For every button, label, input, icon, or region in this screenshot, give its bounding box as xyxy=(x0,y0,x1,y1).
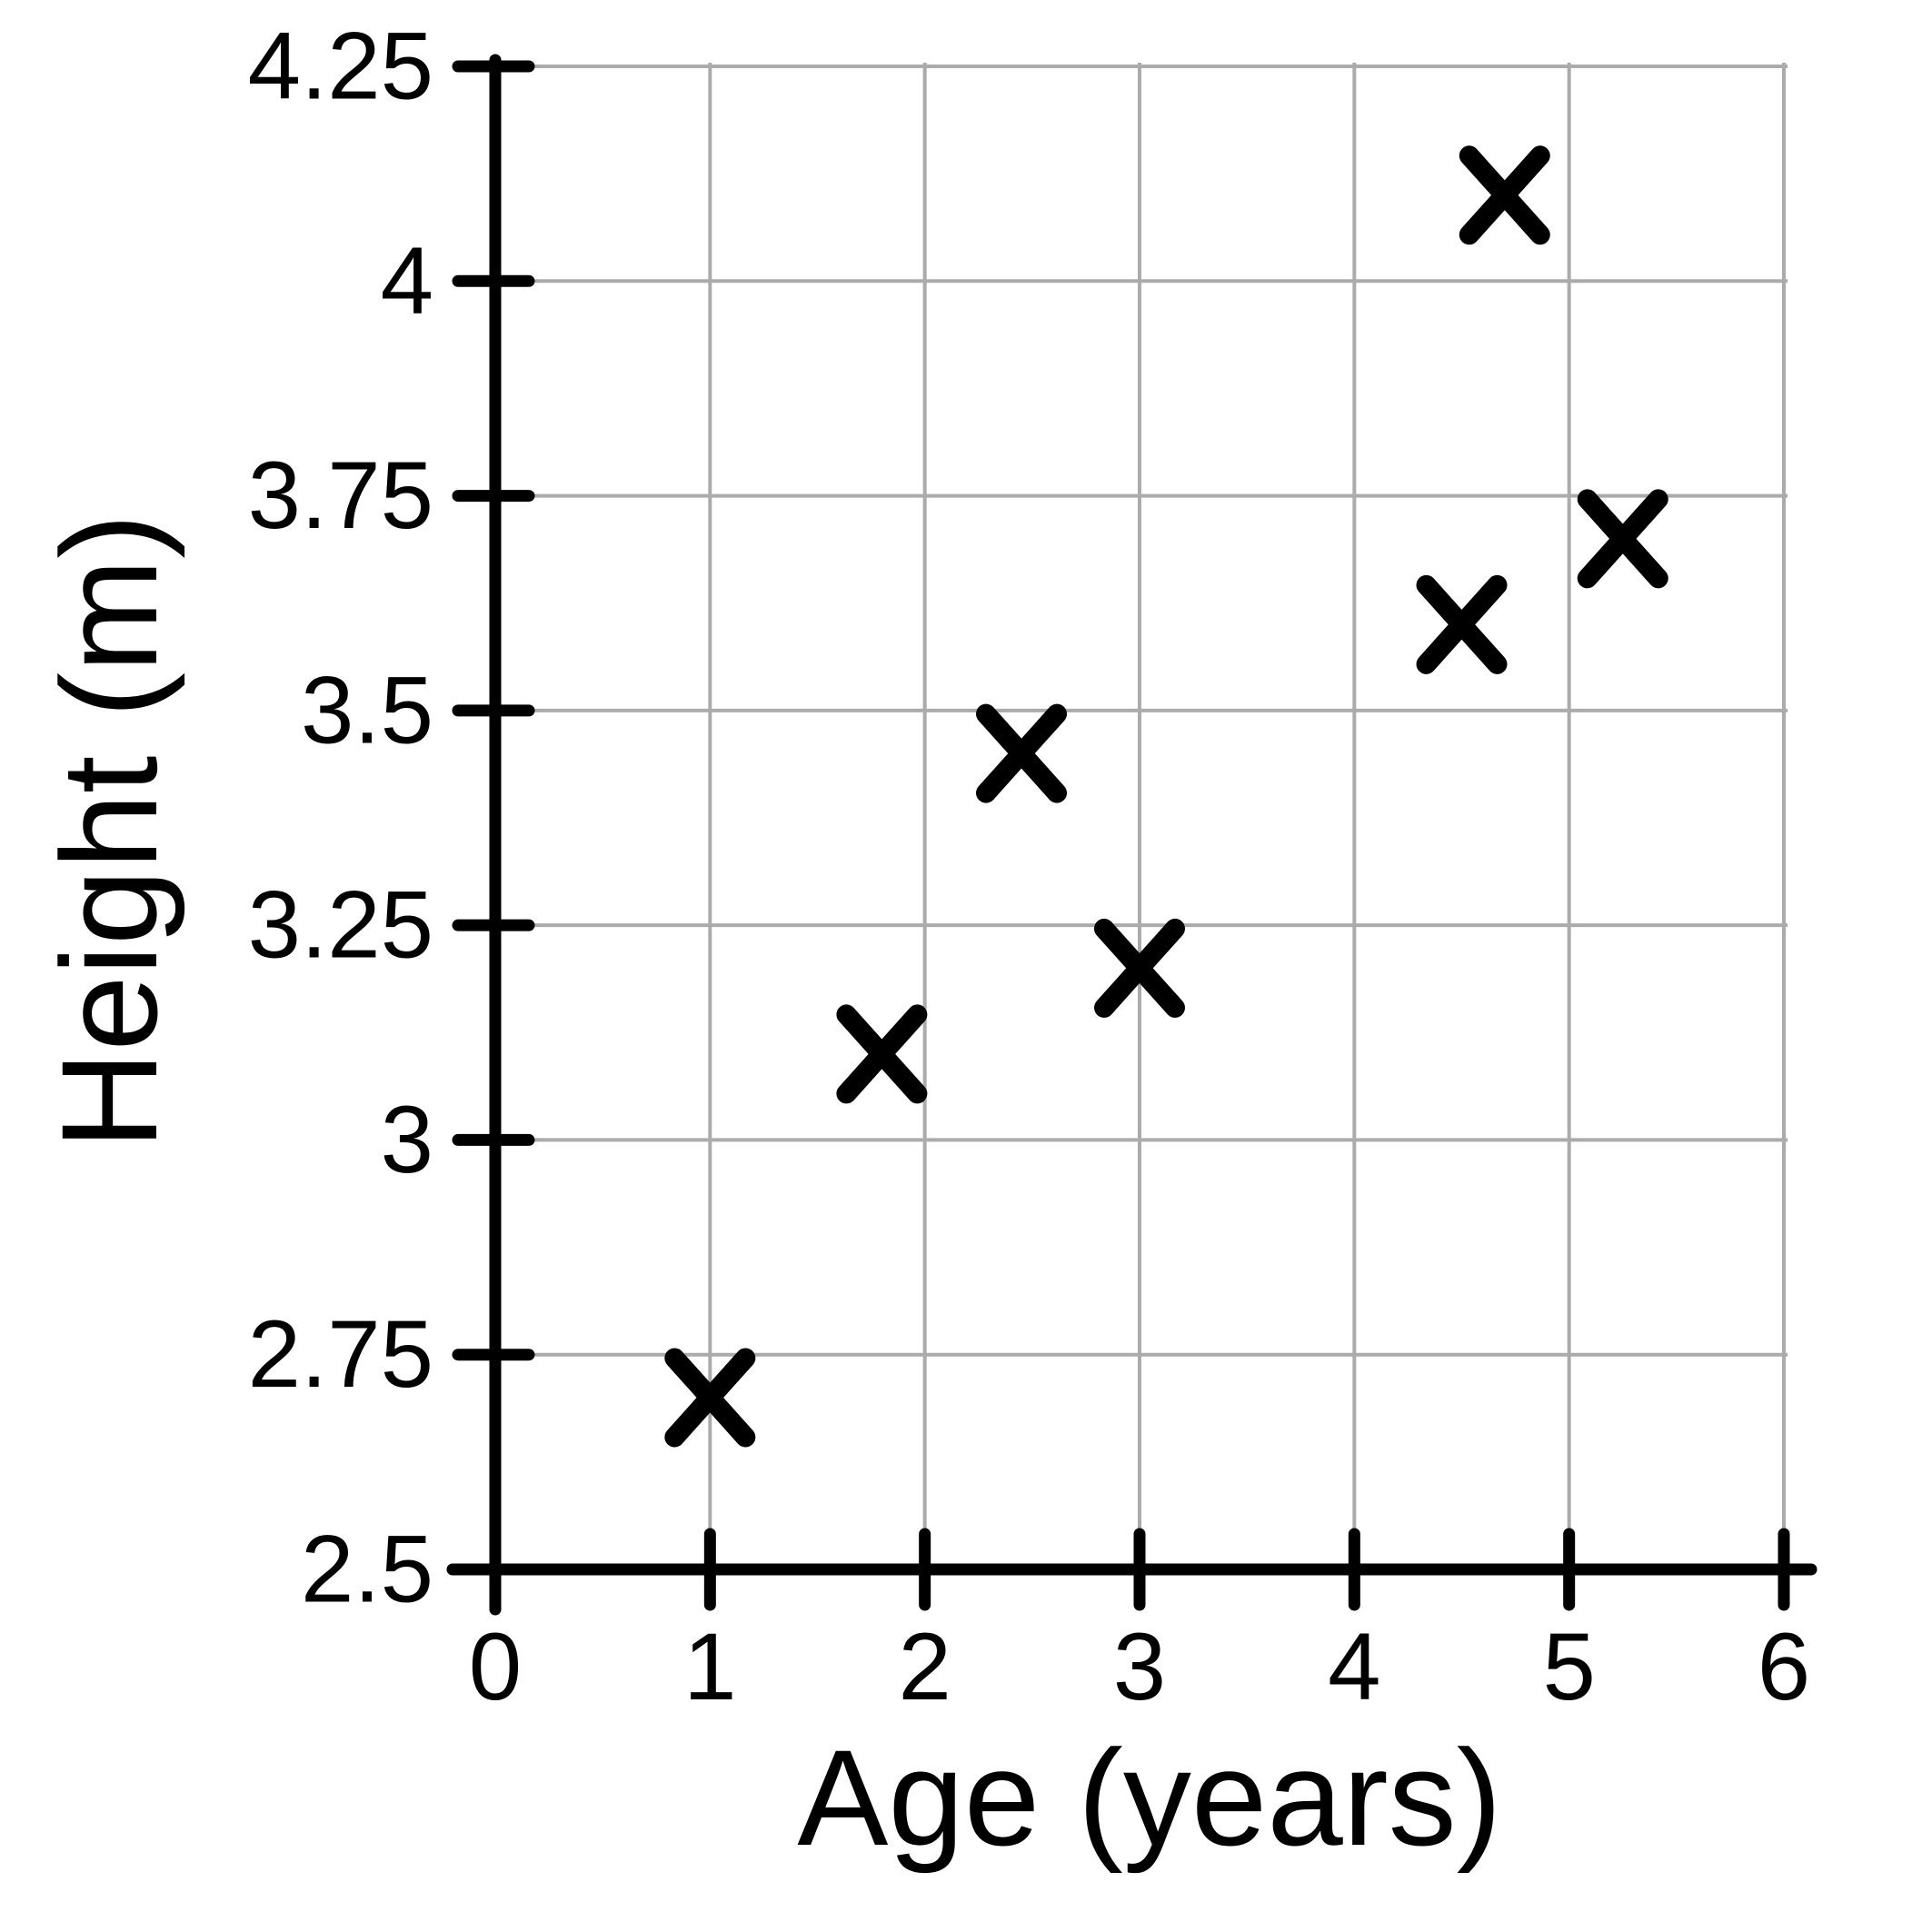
x-tick-label: 0 xyxy=(469,1614,522,1720)
data-point-x-marker xyxy=(836,1004,928,1104)
data-point-x-marker xyxy=(664,1348,756,1448)
y-tick-label: 3.75 xyxy=(248,443,433,549)
x-tick-label: 1 xyxy=(683,1614,736,1720)
y-tick-label: 3.5 xyxy=(301,657,433,763)
y-tick-label: 3 xyxy=(381,1087,433,1193)
x-tick-label: 6 xyxy=(1758,1614,1810,1720)
y-tick-label: 4.25 xyxy=(248,14,433,120)
axis-ticks xyxy=(452,60,1790,1611)
x-axis-label: Age (years) xyxy=(797,1721,1501,1874)
tick-labels: 0 1 2 3 4 5 6 2.5 2.75 3 3.25 3.5 3.75 4 4.25 xyxy=(248,14,1811,1721)
data-point-x-marker xyxy=(1459,145,1550,245)
x-tick-label: 4 xyxy=(1328,1614,1380,1720)
y-tick-label: 2.75 xyxy=(248,1301,433,1408)
x-tick-label: 2 xyxy=(898,1614,951,1720)
y-tick-label: 3.25 xyxy=(248,872,433,979)
data-point-x-marker xyxy=(1416,574,1508,674)
data-point-x-marker xyxy=(1094,918,1185,1018)
y-tick-label: 2.5 xyxy=(301,1517,433,1623)
x-tick-label: 3 xyxy=(1113,1614,1166,1720)
y-tick-label: 4 xyxy=(381,228,433,334)
data-point-x-marker xyxy=(1577,489,1668,589)
data-point-x-marker xyxy=(976,703,1068,803)
data-points xyxy=(664,145,1668,1448)
x-tick-label: 5 xyxy=(1542,1614,1595,1720)
axes xyxy=(446,54,1817,1616)
y-axis-label: Height (m) xyxy=(33,513,185,1150)
gridlines xyxy=(495,63,1788,1569)
